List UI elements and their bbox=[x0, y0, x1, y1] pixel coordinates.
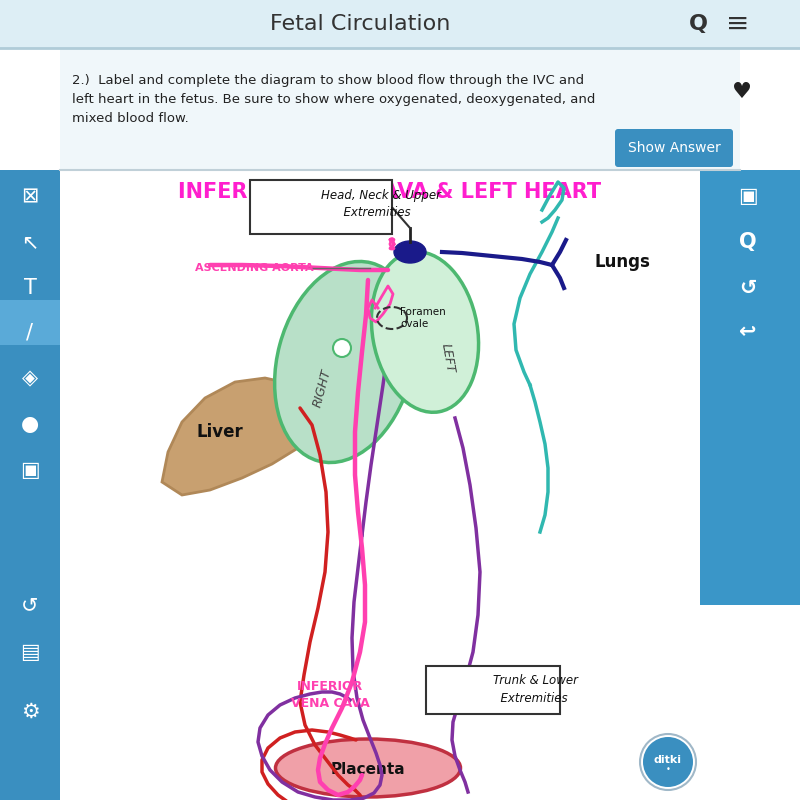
Polygon shape bbox=[162, 378, 310, 495]
Text: ⊠: ⊠ bbox=[22, 186, 38, 206]
Text: ▣: ▣ bbox=[20, 460, 40, 480]
Text: Q: Q bbox=[689, 14, 707, 34]
Text: ditki: ditki bbox=[654, 755, 682, 765]
Text: LEFT: LEFT bbox=[439, 342, 457, 374]
FancyBboxPatch shape bbox=[250, 180, 392, 234]
Text: ≡: ≡ bbox=[726, 10, 750, 38]
Circle shape bbox=[643, 737, 693, 787]
Circle shape bbox=[640, 734, 696, 790]
Ellipse shape bbox=[275, 739, 461, 797]
Text: ♥: ♥ bbox=[732, 82, 752, 102]
Text: ↺: ↺ bbox=[22, 595, 38, 615]
Text: Fetal Circulation: Fetal Circulation bbox=[270, 14, 450, 34]
Text: ▣: ▣ bbox=[738, 186, 758, 206]
Text: Foramen
ovale: Foramen ovale bbox=[400, 307, 446, 329]
Text: ASCENDING AORTA: ASCENDING AORTA bbox=[195, 263, 314, 273]
Text: INFERIOR VENA CAVA & LEFT HEART: INFERIOR VENA CAVA & LEFT HEART bbox=[178, 182, 602, 202]
Text: RIGHT: RIGHT bbox=[310, 367, 334, 409]
Text: ↩: ↩ bbox=[739, 322, 757, 342]
Ellipse shape bbox=[371, 252, 478, 412]
Bar bbox=[700, 170, 800, 605]
Text: Trunk & Lower
  Extremities: Trunk & Lower Extremities bbox=[493, 674, 578, 706]
Text: T: T bbox=[23, 278, 37, 298]
Circle shape bbox=[333, 339, 351, 357]
Text: 2.)  Label and complete the diagram to show blood flow through the IVC and
left : 2.) Label and complete the diagram to sh… bbox=[72, 74, 595, 125]
Text: Liver: Liver bbox=[197, 423, 243, 441]
Bar bbox=[0, 170, 60, 800]
Bar bbox=[60, 170, 700, 800]
Text: Show Answer: Show Answer bbox=[628, 141, 720, 155]
Text: /: / bbox=[26, 322, 34, 342]
Text: INFERIOR
VENA CAVA: INFERIOR VENA CAVA bbox=[290, 680, 370, 710]
FancyBboxPatch shape bbox=[426, 666, 560, 714]
Text: ▤: ▤ bbox=[20, 642, 40, 662]
Text: Placenta: Placenta bbox=[330, 762, 406, 778]
Bar bbox=[60, 48, 740, 170]
Text: •: • bbox=[666, 766, 670, 774]
Text: Lungs: Lungs bbox=[595, 253, 651, 271]
Bar bbox=[0, 0, 800, 48]
Text: Q: Q bbox=[739, 232, 757, 252]
Text: ⚙: ⚙ bbox=[21, 702, 39, 722]
Ellipse shape bbox=[394, 241, 426, 263]
FancyBboxPatch shape bbox=[615, 129, 733, 167]
Ellipse shape bbox=[274, 262, 415, 462]
Text: ↺: ↺ bbox=[739, 278, 757, 298]
Text: ◈: ◈ bbox=[22, 368, 38, 388]
Text: ●: ● bbox=[21, 414, 39, 434]
Text: Head, Neck & Upper
      Extremities: Head, Neck & Upper Extremities bbox=[321, 189, 441, 219]
Text: ↖: ↖ bbox=[22, 232, 38, 252]
Bar bbox=[0, 300, 60, 345]
